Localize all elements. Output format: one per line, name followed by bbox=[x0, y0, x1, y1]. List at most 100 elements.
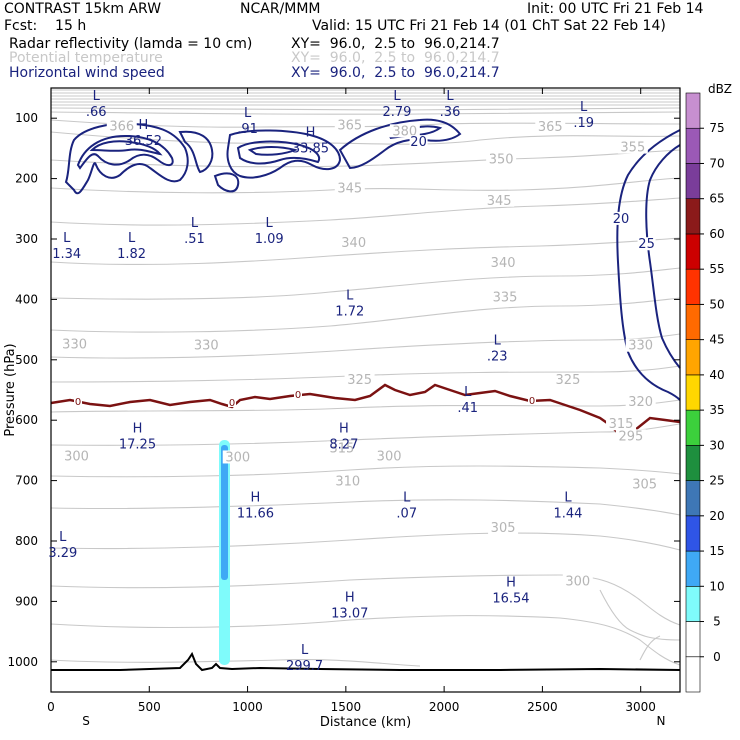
y-tick-label: 500 bbox=[15, 353, 38, 367]
theta-contours bbox=[50, 89, 681, 667]
extremum-value: 33.85 bbox=[292, 141, 329, 156]
theta-label: 305 bbox=[491, 521, 516, 536]
theta-label-bg bbox=[625, 338, 656, 352]
colorbar-swatch bbox=[685, 585, 701, 622]
theta-label-bg bbox=[484, 193, 515, 207]
wind-speed-label: 20 bbox=[410, 135, 427, 150]
extremum-value: 3.29 bbox=[48, 546, 77, 561]
theta-label: 350 bbox=[489, 153, 514, 168]
extremum-letter: L bbox=[93, 89, 101, 104]
colorbar-swatch bbox=[685, 515, 701, 552]
colorbar-label: 70 bbox=[709, 156, 724, 170]
zero-label-bg bbox=[528, 395, 536, 405]
x-tick-label: 2000 bbox=[429, 700, 460, 714]
theta-label-bg bbox=[338, 236, 369, 250]
theta-label-bg bbox=[488, 521, 519, 535]
extremum-letter: L bbox=[266, 216, 274, 231]
theta-label-bg bbox=[615, 429, 646, 443]
y-tick-label: 1000 bbox=[7, 655, 38, 669]
theta-label: 320 bbox=[628, 395, 653, 410]
wind-label-bg bbox=[612, 211, 631, 225]
colorbar-label: 5 bbox=[713, 615, 721, 629]
field-xy-reflectivity: XY= 96.0, 2.5 to 96.0,214.7 bbox=[291, 36, 500, 52]
y-tick-label: 100 bbox=[15, 111, 38, 125]
terrain-line bbox=[51, 651, 681, 672]
forecast-hour: Fcst: 15 h bbox=[4, 18, 87, 34]
extremum-value: .23 bbox=[487, 350, 508, 365]
colorbar-swatch bbox=[685, 163, 701, 200]
y-tick-label: 700 bbox=[15, 474, 38, 488]
colorbar-swatch bbox=[685, 656, 701, 693]
extremum-letter: L bbox=[564, 491, 572, 506]
extremum-letter: L bbox=[191, 216, 199, 231]
extremum-letter: L bbox=[393, 89, 401, 104]
colorbar-swatch bbox=[685, 339, 701, 376]
theta-label: 340 bbox=[491, 256, 516, 271]
x-tick-label: 1000 bbox=[232, 700, 263, 714]
colorbar-label: 55 bbox=[709, 262, 724, 276]
colorbar-label: 40 bbox=[709, 368, 724, 382]
x-tick-label: 2500 bbox=[527, 700, 558, 714]
north-label: N bbox=[657, 714, 666, 728]
extremum-value: .19 bbox=[573, 116, 594, 131]
theta-label-bg bbox=[552, 373, 583, 387]
theta-label-bg bbox=[222, 450, 253, 464]
field-xy-theta: XY= 96.0, 2.5 to 96.0,214.7 bbox=[291, 50, 500, 66]
extremum-value: 1.09 bbox=[255, 232, 284, 247]
theta-label: 366 bbox=[109, 119, 134, 134]
colorbar-swatch bbox=[685, 233, 701, 270]
theta-label: 345 bbox=[487, 194, 512, 209]
theta-label-bg bbox=[625, 394, 656, 408]
theta-label: 295 bbox=[618, 429, 643, 444]
y-tick-label: 800 bbox=[15, 534, 38, 548]
field-name-wind: Horizontal wind speed bbox=[9, 65, 165, 81]
theta-label: 305 bbox=[632, 478, 657, 493]
theta-label: 365 bbox=[337, 118, 362, 133]
extremum-letter: L bbox=[580, 100, 588, 115]
x-axis-label: Distance (km) bbox=[320, 715, 411, 730]
colorbar-label: 65 bbox=[709, 192, 724, 206]
extremum-letter: L bbox=[346, 288, 354, 303]
extremum-value: 17.25 bbox=[119, 437, 156, 452]
extremum-value: .51 bbox=[184, 232, 205, 247]
wind-speed-label: 20 bbox=[613, 212, 630, 227]
colorbar-label: 15 bbox=[709, 544, 724, 558]
colorbar-label: 0 bbox=[713, 650, 721, 664]
extremum-letter: L bbox=[59, 530, 67, 545]
theta-label-bg bbox=[606, 417, 637, 431]
theta-label-bg bbox=[191, 338, 222, 352]
theta-label: 300 bbox=[377, 449, 402, 464]
theta-label: 300 bbox=[225, 450, 250, 465]
theta-label: 355 bbox=[620, 141, 645, 156]
theta-label-bg bbox=[629, 477, 660, 491]
extremum-letter: L bbox=[244, 106, 252, 121]
theta-label: 365 bbox=[538, 120, 563, 135]
wind-label-bg bbox=[409, 135, 428, 149]
theta-label-bg bbox=[535, 120, 566, 134]
colorbar-label: 45 bbox=[709, 333, 724, 347]
theta-label-bg bbox=[61, 449, 92, 463]
y-tick-label: 600 bbox=[15, 413, 38, 427]
theta-label: 335 bbox=[493, 290, 518, 305]
freezing-level-line bbox=[50, 383, 681, 437]
theta-label-bg bbox=[106, 119, 137, 133]
x-tick-label: 0 bbox=[47, 700, 55, 714]
y-tick-label: 300 bbox=[15, 232, 38, 246]
model-title: CONTRAST 15km ARW bbox=[4, 1, 162, 17]
colorbar-swatch bbox=[685, 374, 701, 411]
colorbar-label: 20 bbox=[709, 509, 724, 523]
valid-time: Valid: 15 UTC Fri 21 Feb 14 (01 ChT Sat … bbox=[312, 18, 666, 34]
theta-label-bg bbox=[562, 574, 593, 588]
theta-label-bg bbox=[59, 337, 90, 351]
extremum-value: .07 bbox=[396, 507, 417, 522]
extremum-value: 8.27 bbox=[329, 437, 358, 452]
extremum-letter: L bbox=[403, 491, 411, 506]
theta-label-bg bbox=[486, 152, 517, 166]
theta-label-bg bbox=[334, 118, 365, 132]
extremum-letter: H bbox=[138, 118, 148, 133]
extremum-value: 1.82 bbox=[117, 247, 146, 262]
field-name-reflectivity: Radar reflectivity (lamda = 10 cm) bbox=[9, 36, 253, 52]
zero-label-bg bbox=[228, 397, 236, 407]
x-tick-label: 500 bbox=[138, 700, 161, 714]
zero-isotherm-label: 0 bbox=[75, 397, 81, 408]
